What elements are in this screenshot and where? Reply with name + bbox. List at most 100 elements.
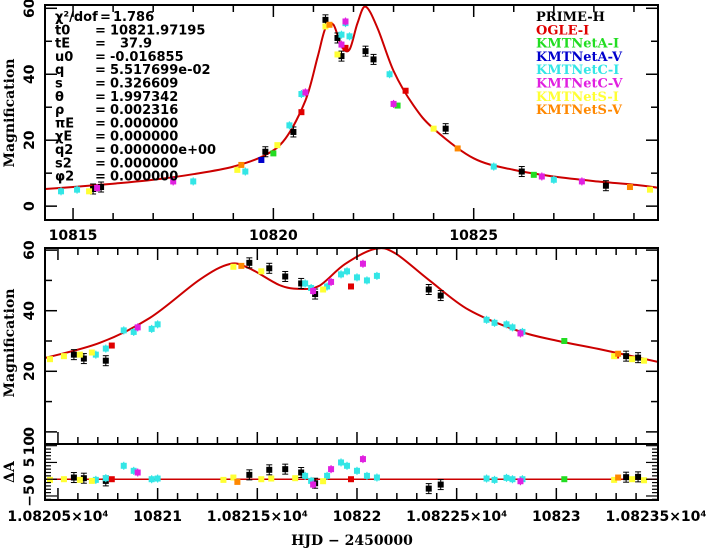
data-point-kmtnetc-i xyxy=(363,472,370,479)
parameter-equals: = xyxy=(95,90,106,105)
data-point-kmtnetc-i xyxy=(120,327,127,334)
data-point-kmtnetc-i xyxy=(346,33,353,40)
data-point-kmtneta-i xyxy=(561,338,568,345)
parameter-name: q xyxy=(55,63,64,78)
data-point-kmtnetc-v xyxy=(578,178,585,185)
data-point-kmtnets-v xyxy=(626,184,633,191)
data-point-kmtnets-i xyxy=(76,351,83,358)
data-point-kmtnetc-i xyxy=(373,272,380,279)
panel-frame xyxy=(44,4,659,221)
data-point-prime-h xyxy=(635,354,642,361)
legend-entry: KMTNetS-V xyxy=(536,103,623,118)
legend-entry: KMTNetA-V xyxy=(536,50,623,65)
data-point-kmtnetc-i xyxy=(373,474,380,481)
data-point-kmtnets-i xyxy=(88,477,95,484)
parameter-name: s2 xyxy=(55,156,72,171)
data-point-prime-h xyxy=(98,184,105,191)
data-point-kmtnets-v xyxy=(238,161,245,168)
data-point-kmtnetc-i xyxy=(74,186,81,193)
parameter-equals: = xyxy=(95,103,106,118)
residuals-panel: −50 5 10 1.08205×10⁴ 10821 1.08215×10⁴ 10822 1.… xyxy=(7,436,706,525)
data-point-kmtnetc-i xyxy=(483,475,490,482)
data-point-prime-h xyxy=(282,273,289,280)
data-point-kmtnetc-i xyxy=(148,476,155,483)
data-point-kmtnets-i xyxy=(646,186,653,193)
data-point-prime-h xyxy=(442,125,449,132)
data-point-kmtnetc-v xyxy=(390,100,397,107)
data-point-kmtnetc-i xyxy=(338,459,345,466)
data-point-prime-h xyxy=(266,265,273,272)
parameter-value: 0.000000 xyxy=(110,130,178,145)
data-point-kmtnets-i xyxy=(322,23,329,30)
parameter-name: φ2 xyxy=(55,170,74,185)
data-point-kmtnets-i xyxy=(258,268,265,275)
legend: PRIME-HOGLE-IKMTNetA-IKMTNetA-VKMTNetC-I… xyxy=(536,10,623,118)
data-point-kmtnets-i xyxy=(629,476,636,483)
x-tick-label: 10820 xyxy=(249,228,298,244)
parameter-name: χE xyxy=(55,130,72,145)
data-point-kmtnets-i xyxy=(258,476,265,483)
data-point-prime-h xyxy=(70,351,77,358)
x-tick-label: 1.08225×10⁴ xyxy=(406,509,507,525)
x-tick-label: 10822 xyxy=(333,509,382,525)
data-point-prime-h xyxy=(262,148,269,155)
parameter-value: 0.000000 xyxy=(110,170,178,185)
data-point-kmtnetc-v xyxy=(517,330,524,337)
data-point-prime-h xyxy=(298,469,305,476)
data-point-kmtnetc-i xyxy=(120,462,127,469)
data-point-kmtnets-i xyxy=(629,356,636,363)
parameter-value: 5.517699e-02 xyxy=(110,63,211,78)
data-point-kmtnetc-i xyxy=(242,168,249,175)
data-point-kmtnetc-v xyxy=(302,89,309,96)
parameter-equals: = xyxy=(95,50,106,65)
legend-entry: PRIME-H xyxy=(536,10,605,25)
parameter-equals: = xyxy=(95,143,106,158)
data-point-kmtnets-i xyxy=(230,263,237,270)
parameter-equals: = xyxy=(95,170,106,185)
data-point-kmtnetc-i xyxy=(154,321,161,328)
data-point-kmtnetc-v xyxy=(310,481,317,488)
x-tick-label: 1.08215×10⁴ xyxy=(207,509,308,525)
data-point-kmtnetc-i xyxy=(308,284,315,291)
data-point-prime-h xyxy=(102,357,109,364)
y-tick-label: 40 xyxy=(22,64,38,84)
data-point-kmtnets-i xyxy=(320,478,327,485)
data-point-kmtnets-i xyxy=(46,476,53,483)
data-point-kmtnetc-i xyxy=(58,188,65,195)
x-tick-label: 10815 xyxy=(49,228,98,244)
data-point-kmtnetc-v xyxy=(170,178,177,185)
data-point-kmtnets-i xyxy=(611,476,618,483)
data-point-kmtnetc-i xyxy=(308,477,315,484)
data-point-prime-h xyxy=(370,56,377,63)
parameter-name: tE xyxy=(55,37,70,52)
parameter-equals: = xyxy=(95,23,106,38)
data-point-kmtnetc-v xyxy=(359,260,366,267)
data-point-kmtnetc-i xyxy=(491,319,498,326)
data-point-prime-h xyxy=(298,280,305,287)
data-point-kmtnetc-v xyxy=(134,469,141,476)
data-point-kmtnetc-i xyxy=(386,71,393,78)
residuals-ylabel: ΔA xyxy=(2,460,18,483)
data-point-kmtneta-i xyxy=(561,476,568,483)
x-tick-label: 1.08205×10⁴ xyxy=(7,509,108,525)
panel-frame xyxy=(44,247,659,445)
data-point-kmtnets-v xyxy=(234,478,241,485)
parameter-value: 10821.97195 xyxy=(110,23,205,38)
data-point-prime-h xyxy=(623,353,630,360)
data-point-prime-h xyxy=(362,48,369,55)
data-point-kmtnetc-i xyxy=(298,91,305,98)
data-point-kmtnetc-i xyxy=(148,325,155,332)
data-point-kmtnets-v xyxy=(615,474,622,481)
y-tick-label: 40 xyxy=(22,301,38,321)
data-point-prime-h xyxy=(425,485,432,492)
data-point-prime-h xyxy=(80,475,87,482)
data-point-kmtnetc-i xyxy=(344,268,351,275)
data-point-kmtnetc-v xyxy=(94,185,101,192)
parameter-value: 0.000000 xyxy=(110,116,178,131)
data-point-kmtnets-i xyxy=(320,286,327,293)
parameter-value: 0.000000 xyxy=(110,156,178,171)
x-tick-label: 1.08235×10⁴ xyxy=(605,509,706,525)
y-tick-label: 0 xyxy=(22,201,38,211)
y-tick-label: 20 xyxy=(22,130,38,150)
data-point-kmtnetc-v xyxy=(517,478,524,485)
